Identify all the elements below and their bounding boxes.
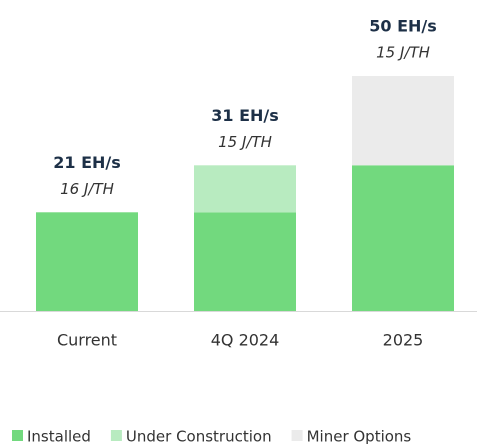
- total-label: 50 EH/s: [369, 17, 437, 36]
- efficiency-label: 16 J/TH: [60, 180, 114, 198]
- legend-label: Under Construction: [126, 428, 272, 444]
- legend-swatch: [110, 430, 122, 441]
- legend-label: Installed: [27, 428, 91, 444]
- bar-segment: [194, 212, 296, 311]
- x-tick-label: 4Q 2024: [211, 331, 280, 350]
- x-tick-label: 2025: [383, 331, 424, 350]
- efficiency-label: 15 J/TH: [218, 133, 272, 151]
- x-tick-label: Current: [57, 331, 117, 350]
- legend-swatch: [291, 430, 303, 441]
- legend-swatch: [12, 430, 23, 441]
- total-label: 31 EH/s: [211, 106, 279, 125]
- bar-segment: [194, 165, 296, 213]
- bar-segment: [352, 76, 454, 166]
- total-label: 21 EH/s: [53, 153, 121, 172]
- legend-label: Miner Options: [307, 428, 412, 444]
- bar-segment: [352, 165, 454, 311]
- efficiency-label: 15 J/TH: [376, 44, 430, 62]
- bar-segment: [36, 212, 138, 311]
